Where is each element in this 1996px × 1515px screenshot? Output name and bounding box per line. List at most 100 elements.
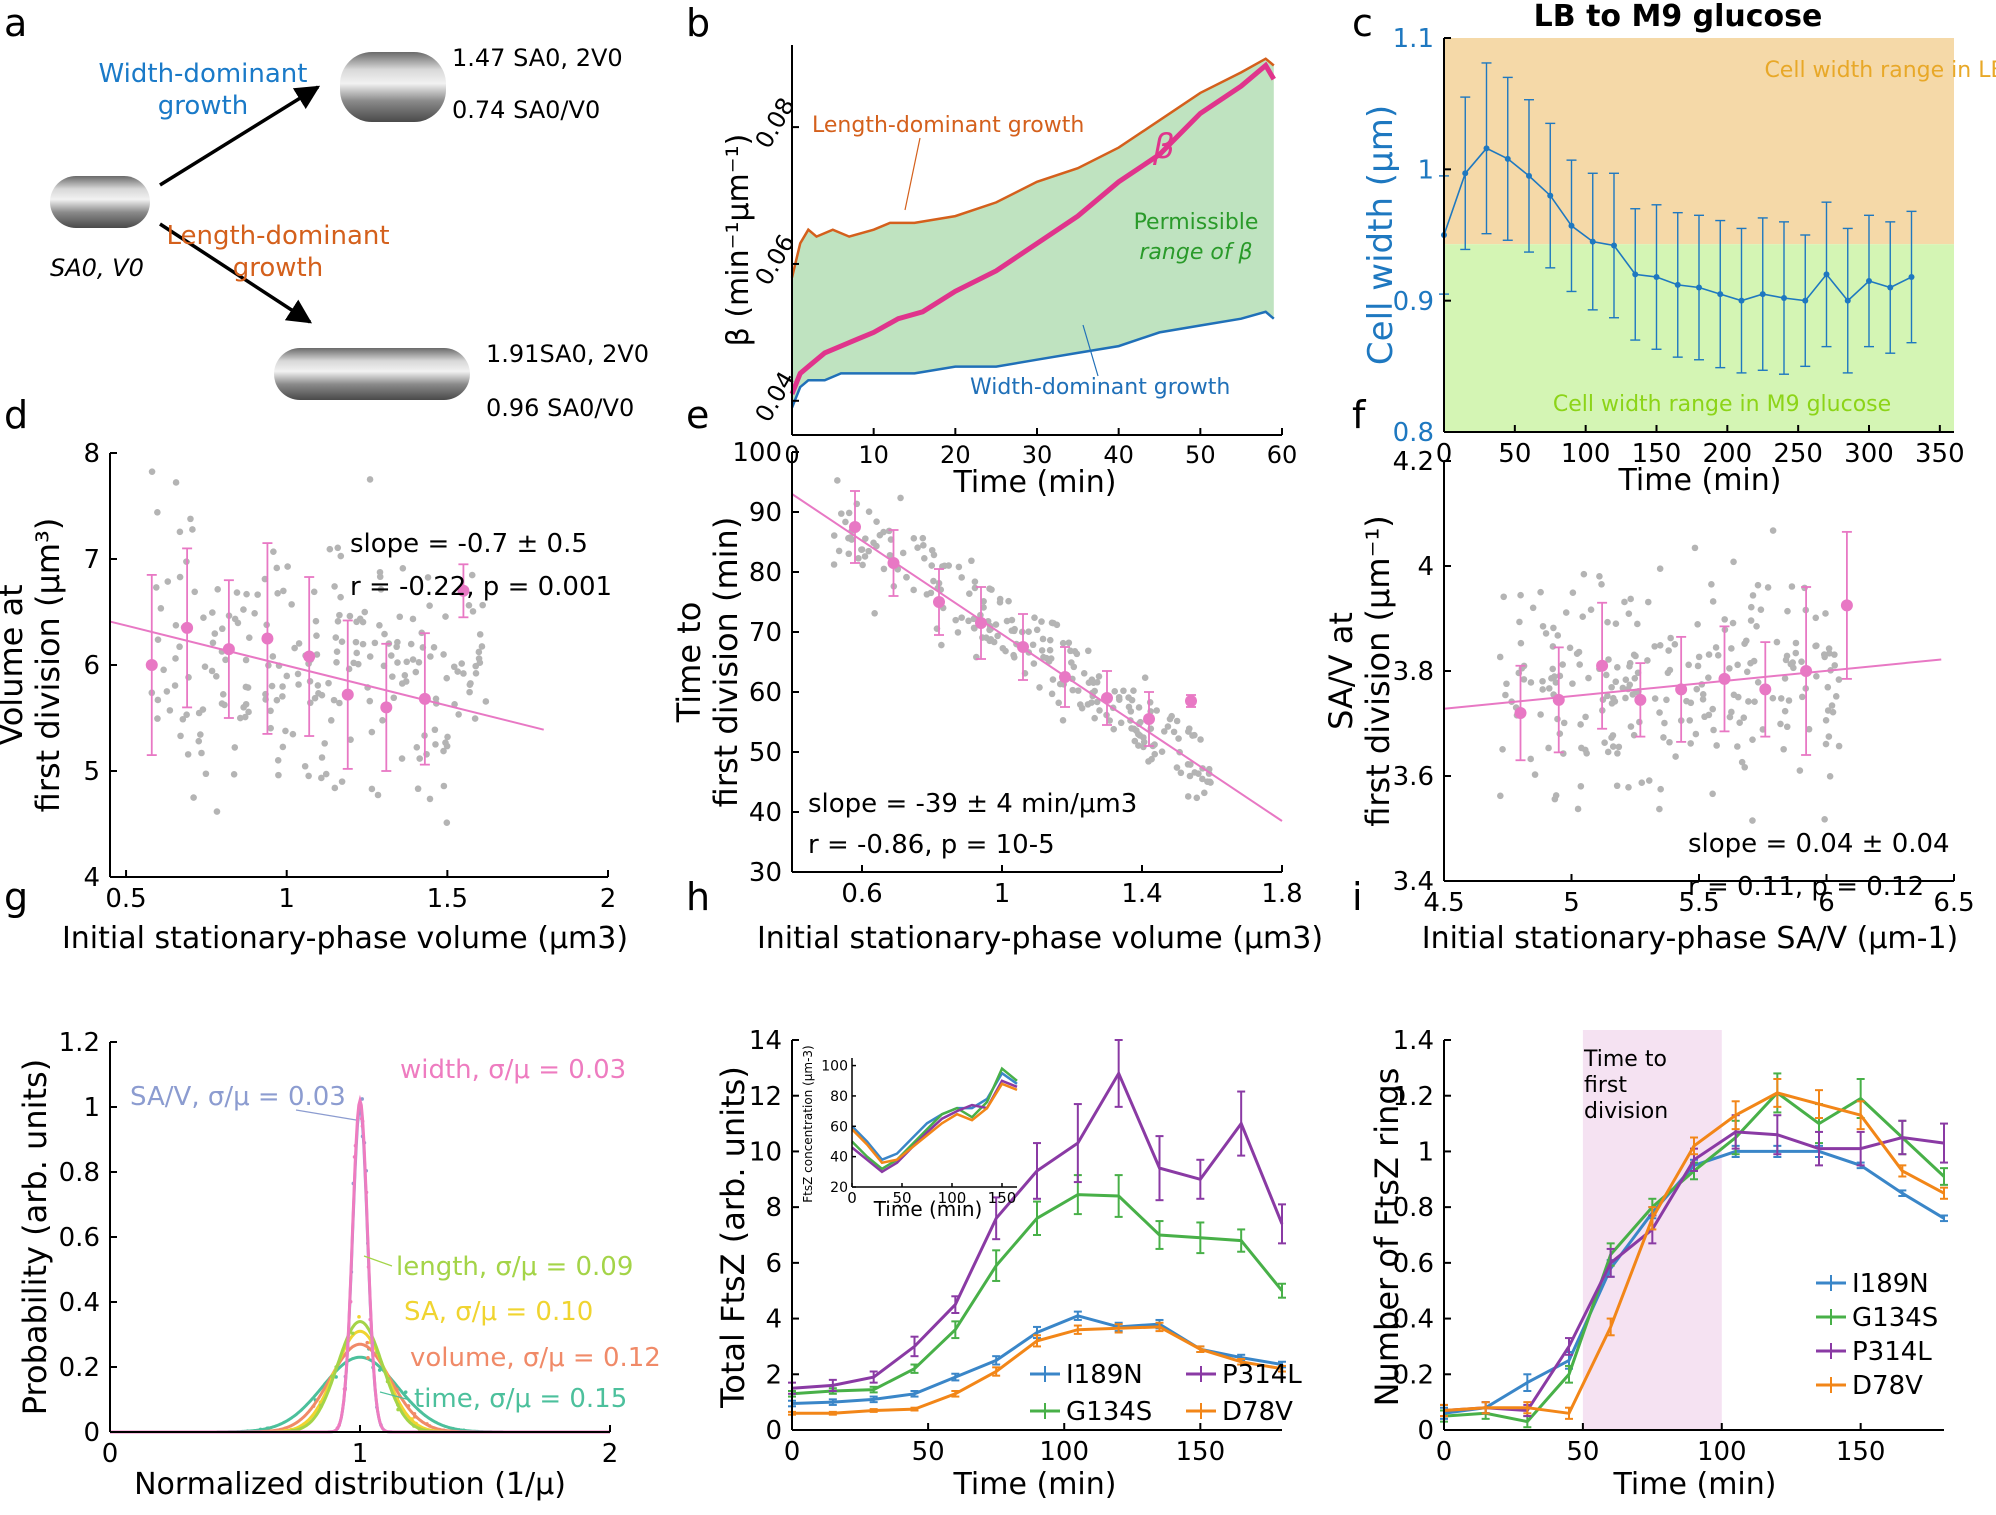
- scatter-point-f: [1579, 613, 1587, 620]
- sample-point-length: [375, 1350, 379, 1354]
- label-wide-cell-1: 1.47 SA0, 2V0: [452, 44, 623, 72]
- scatter-point-d: [476, 631, 484, 638]
- inset-y-tick-label: 80: [830, 1089, 848, 1105]
- legend-item-i-D78V: D78V: [1816, 1371, 1923, 1401]
- scatter-point-f: [1661, 719, 1668, 727]
- scatter-point-d: [443, 674, 451, 682]
- scatter-point-f: [1542, 630, 1550, 637]
- scatter-point-f: [1576, 661, 1583, 668]
- scatter-point-e: [865, 547, 872, 555]
- panel-letter-d: d: [4, 393, 28, 437]
- scatter-point-d: [274, 590, 281, 597]
- legend-label: G134S: [1852, 1303, 1938, 1333]
- y-tick-label-g: 1.2: [59, 1028, 100, 1058]
- point-cell-width: [1504, 155, 1511, 162]
- scatter-point-f: [1622, 676, 1630, 684]
- scatter-point-d: [427, 653, 434, 660]
- scatter-point-e: [992, 621, 1000, 628]
- scatter-point-e: [886, 551, 894, 559]
- scatter-point-d: [160, 666, 167, 674]
- scatter-point-e: [994, 632, 1001, 640]
- label-long-cell-2: 0.96 SA0/V0: [486, 394, 634, 422]
- scatter-point-e: [1080, 670, 1088, 677]
- scatter-point-d: [244, 684, 252, 691]
- scatter-point-f: [1612, 678, 1620, 686]
- scatter-point-d: [443, 742, 451, 750]
- scatter-point-d: [318, 774, 325, 782]
- scatter-point-f: [1753, 623, 1760, 630]
- scatter-point-e: [1055, 699, 1062, 707]
- scatter-point-e: [1071, 648, 1079, 655]
- y-tick-label-f: 4.2: [1393, 447, 1434, 477]
- scatter-point-e: [987, 636, 995, 643]
- scatter-point-f: [1619, 684, 1627, 692]
- scatter-point-d: [163, 688, 171, 695]
- scatter-point-f: [1634, 620, 1641, 628]
- scatter-point-d: [399, 565, 407, 572]
- scatter-point-d: [387, 652, 395, 659]
- scatter-point-d: [402, 678, 410, 685]
- scatter-point-f: [1663, 696, 1670, 704]
- sample-point-volume: [406, 1404, 411, 1408]
- x-tick-label-c: 350: [1915, 439, 1965, 469]
- scatter-point-f: [1631, 674, 1639, 682]
- x-tick-label-b: 40: [1103, 441, 1134, 469]
- x-tick-label-g: 2: [602, 1439, 619, 1469]
- scatter-point-e: [1117, 719, 1125, 727]
- scatter-point-d: [366, 653, 374, 660]
- scatter-point-e: [871, 609, 878, 617]
- sample-point-width: [360, 1119, 365, 1124]
- cell-length-dominant: [274, 348, 470, 400]
- scatter-point-d: [416, 755, 423, 762]
- sample-point-length: [386, 1376, 391, 1381]
- scatter-point-f: [1587, 606, 1595, 614]
- label-volume: volume, σ/μ = 0.12: [410, 1343, 661, 1373]
- point-cell-width: [1887, 284, 1894, 291]
- scatter-point-d: [177, 732, 184, 740]
- scatter-point-e: [1173, 764, 1181, 771]
- scatter-point-f: [1821, 816, 1828, 823]
- scatter-point-f: [1784, 607, 1791, 615]
- scatter-point-f: [1556, 730, 1564, 737]
- x-tick-label-c: 100: [1561, 439, 1611, 469]
- scatter-point-d: [231, 744, 239, 751]
- legend-item-h-P314L: P314L: [1186, 1360, 1302, 1390]
- scatter-point-f: [1822, 610, 1829, 617]
- scatter-point-f: [1665, 647, 1672, 654]
- scatter-point-f: [1740, 714, 1748, 722]
- scatter-point-f: [1713, 742, 1720, 749]
- scatter-point-d: [346, 612, 354, 620]
- inset-x-tick-label: 50: [892, 1189, 911, 1207]
- scatter-point-e: [1010, 653, 1018, 661]
- scatter-point-d: [332, 634, 340, 641]
- scatter-point-e: [1106, 717, 1113, 724]
- scatter-point-e: [954, 629, 962, 636]
- scatter-point-f: [1644, 598, 1652, 606]
- scatter-point-e: [1049, 676, 1057, 683]
- scatter-point-e: [1127, 708, 1135, 715]
- scatter-point-f: [1615, 743, 1623, 751]
- binned-point-f: [1800, 665, 1813, 677]
- scatter-point-e: [919, 534, 927, 542]
- scatter-point-f: [1781, 707, 1789, 715]
- scatter-point-f: [1520, 676, 1528, 683]
- y-axis-label-g: Probability (arb. units): [16, 1059, 54, 1415]
- line-G134S: [791, 1193, 1284, 1396]
- scatter-point-f: [1730, 558, 1737, 566]
- scatter-point-f: [1601, 739, 1608, 747]
- scatter-point-e: [979, 634, 986, 641]
- y-tick-label-g: 0.6: [59, 1223, 100, 1253]
- scatter-point-e: [928, 562, 936, 569]
- y-axis-label-line-e: Time to: [670, 602, 708, 724]
- scatter-point-d: [279, 743, 287, 751]
- sample-point-length: [417, 1426, 421, 1431]
- sample-point-width: [360, 1124, 365, 1128]
- scatter-point-d: [195, 737, 203, 745]
- scatter-point-e: [1110, 725, 1118, 733]
- point-cell-width: [1866, 277, 1872, 284]
- legend-label: P314L: [1852, 1337, 1932, 1367]
- point-cell-width: [1526, 172, 1532, 179]
